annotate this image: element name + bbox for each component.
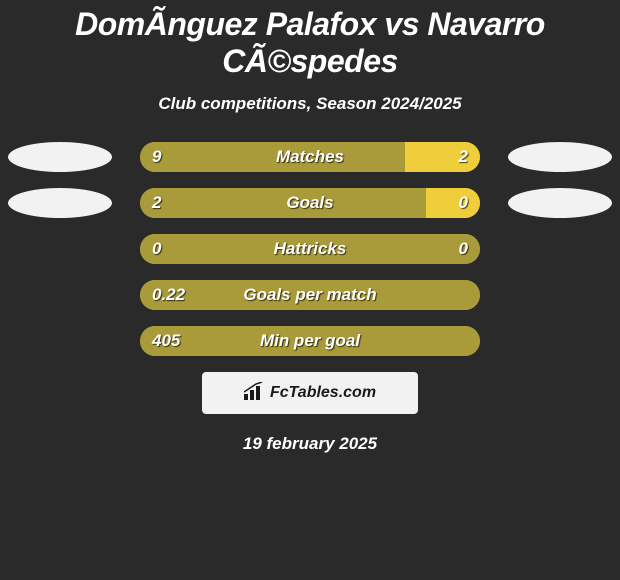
player-bubble-right: [508, 188, 612, 218]
player-bubble-left: [8, 142, 112, 172]
stat-value-left: 0.22: [152, 280, 185, 310]
stat-row: Goals2 0: [0, 188, 620, 218]
player-bubble-right: [508, 142, 612, 172]
stat-value-left: 405: [152, 326, 180, 356]
stat-label: Goals per match: [140, 280, 480, 310]
stat-value-left: 2: [152, 188, 161, 218]
stat-row: Min per goal405: [0, 326, 620, 356]
stat-bar: Matches9 2: [140, 142, 480, 172]
stat-label: Min per goal: [140, 326, 480, 356]
player-bubble-left: [8, 188, 112, 218]
stat-row: Hattricks0 0: [0, 234, 620, 264]
stat-row: Matches9 2: [0, 142, 620, 172]
stat-value-right: 2: [459, 142, 468, 172]
stat-value-left: 0: [152, 234, 161, 264]
stat-label: Matches: [140, 142, 480, 172]
bar-chart-icon: [244, 382, 266, 405]
stat-value-left: 9: [152, 142, 161, 172]
brand-text: FcTables.com: [270, 384, 376, 402]
stat-label: Hattricks: [140, 234, 480, 264]
date-label: 19 february 2025: [0, 434, 620, 454]
brand-badge[interactable]: FcTables.com: [202, 372, 418, 414]
stat-label: Goals: [140, 188, 480, 218]
stat-bar: Hattricks0 0: [140, 234, 480, 264]
stat-row: Goals per match0.22: [0, 280, 620, 310]
stat-bar: Goals per match0.22: [140, 280, 480, 310]
page-title: DomÃ­nguez Palafox vs Navarro CÃ©spedes: [0, 0, 620, 80]
stats-container: Matches92Goals20Hattricks00Goals per mat…: [0, 142, 620, 356]
stat-bar: Goals2 0: [140, 188, 480, 218]
stat-value-right: 0: [459, 188, 468, 218]
stat-bar: Min per goal405: [140, 326, 480, 356]
page-subtitle: Club competitions, Season 2024/2025: [0, 94, 620, 114]
stat-value-right: 0: [459, 234, 468, 264]
